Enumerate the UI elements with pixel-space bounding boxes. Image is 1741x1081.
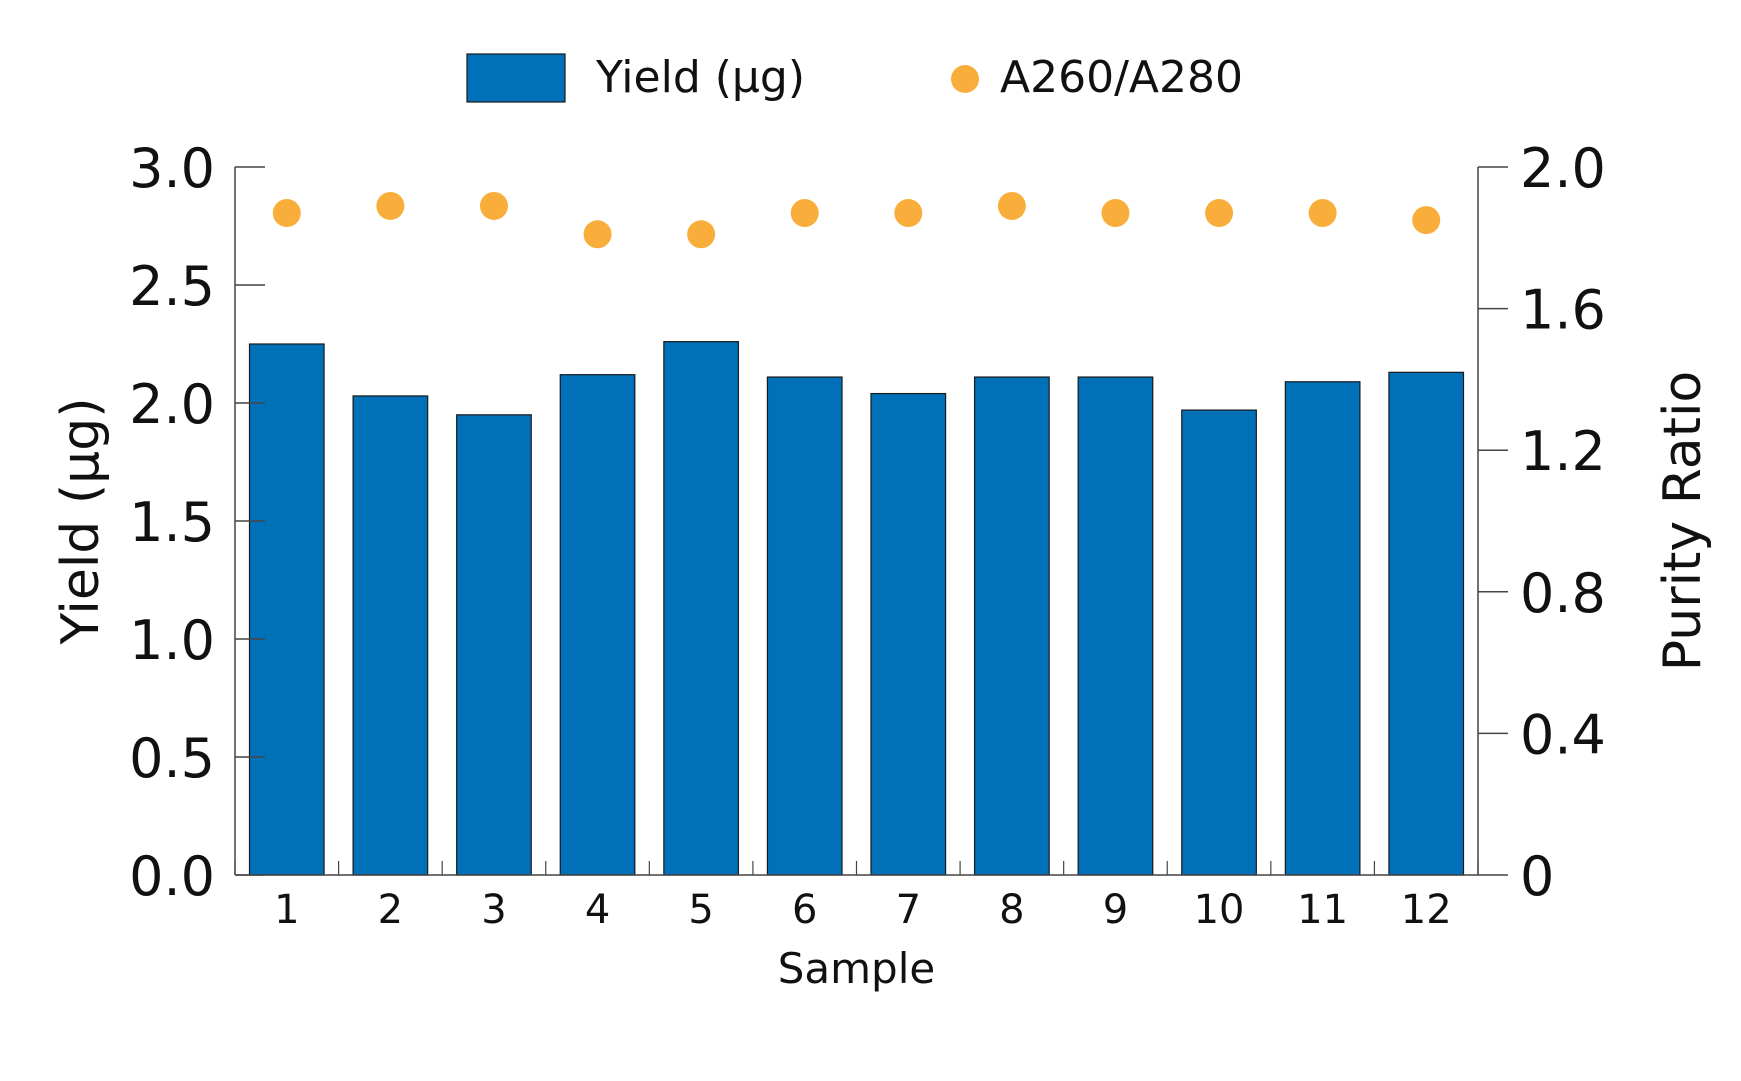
y-left-tick-label: 0.5 xyxy=(129,727,215,790)
purity-point-12 xyxy=(1412,206,1441,235)
y-right-tick-label: 1.2 xyxy=(1520,420,1606,483)
legend-dot-label: A260/A280 xyxy=(1000,52,1243,103)
y-right-tick-label: 1.6 xyxy=(1520,279,1606,342)
x-tick-label: 5 xyxy=(688,887,713,933)
legend-bar-label: Yield (µg) xyxy=(595,52,805,103)
legend-bar-swatch xyxy=(466,53,566,103)
x-tick-label: 4 xyxy=(585,887,610,933)
purity-point-1 xyxy=(272,199,301,228)
purity-point-2 xyxy=(376,191,405,220)
y-left-tick-label: 0.0 xyxy=(129,845,215,908)
x-tick-label: 9 xyxy=(1103,887,1128,933)
bar-11 xyxy=(1284,381,1361,876)
purity-point-10 xyxy=(1205,199,1234,228)
purity-point-3 xyxy=(479,191,508,220)
x-tick-label: 3 xyxy=(481,887,506,933)
purity-point-11 xyxy=(1308,199,1337,228)
x-tick-label: 6 xyxy=(792,887,817,933)
y-right-tick-label: 0.4 xyxy=(1520,703,1606,766)
bar-3 xyxy=(456,414,532,876)
bar-5 xyxy=(663,341,740,876)
y-left-tick-label: 3.0 xyxy=(129,137,215,200)
y-left-tick-label: 1.0 xyxy=(129,609,215,672)
y-left-tick-label: 1.5 xyxy=(129,491,215,554)
purity-point-9 xyxy=(1101,199,1130,228)
bar-10 xyxy=(1181,409,1257,876)
purity-point-6 xyxy=(790,199,819,228)
x-axis-title: Sample xyxy=(778,944,935,993)
y-left-axis-title: Yield (µg) xyxy=(51,398,111,646)
bar-6 xyxy=(766,376,843,876)
bar-2 xyxy=(352,395,429,876)
y-right-tick-label: 0 xyxy=(1520,845,1554,908)
x-tick-label: 11 xyxy=(1297,887,1348,933)
purity-point-7 xyxy=(894,199,923,228)
x-tick-label: 2 xyxy=(378,887,403,933)
bar-8 xyxy=(973,376,1050,876)
purity-point-8 xyxy=(997,191,1026,220)
y-right-tick-label: 2.0 xyxy=(1520,137,1606,200)
legend-dot-swatch xyxy=(951,65,979,93)
x-tick-label: 7 xyxy=(896,887,921,933)
y-right-tick-label: 0.8 xyxy=(1520,562,1606,625)
x-tick-label: 12 xyxy=(1401,887,1452,933)
bar-12 xyxy=(1388,371,1465,876)
x-tick-label: 1 xyxy=(274,887,299,933)
y-left-tick-label: 2.5 xyxy=(129,255,215,318)
purity-point-5 xyxy=(687,220,716,249)
bar-7 xyxy=(870,392,947,876)
bar-4 xyxy=(559,374,636,876)
x-tick-label: 10 xyxy=(1194,887,1245,933)
x-tick-label: 8 xyxy=(999,887,1024,933)
purity-point-4 xyxy=(583,220,612,249)
bar-1 xyxy=(248,343,325,876)
y-right-axis-title: Purity Ratio xyxy=(1653,371,1713,671)
bar-9 xyxy=(1077,376,1154,876)
y-left-tick-label: 2.0 xyxy=(129,373,215,436)
